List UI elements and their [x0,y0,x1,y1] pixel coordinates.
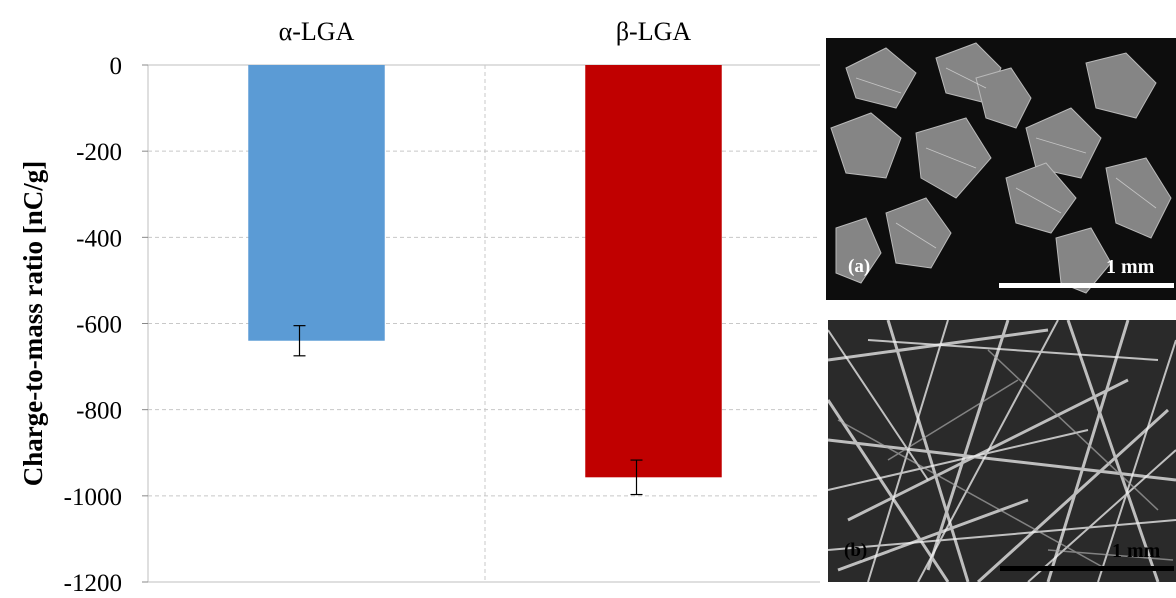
category-label: β-LGA [616,17,692,46]
y-tick-label: 0 [110,53,123,80]
scale-text-b: 1 mm [1112,540,1161,562]
beta-crystal-micrograph [828,320,1176,582]
scale-bar-a [999,283,1174,288]
y-tick-label: -400 [76,225,122,252]
y-tick-label: -600 [76,312,122,339]
sem-image-a: (a) 1 mm [826,38,1176,300]
y-tick-label: -800 [76,398,122,425]
alpha-crystal-micrograph [826,38,1176,300]
y-tick-label: -1000 [64,484,122,511]
bar-chart: 0 -200 -400 -600 -800 -1000 -1200 α-LGA β-LGA Cha… [18,17,820,597]
scale-text-a: 1 mm [1106,256,1155,278]
panel-label-b: (b) [844,540,868,561]
y-tick-label: -200 [76,139,122,166]
category-label: α-LGA [279,17,355,46]
y-tick-label: -1200 [64,570,122,597]
bar-beta [585,65,722,478]
panel-label-a: (a) [848,256,871,277]
scale-bar-b [1000,566,1174,571]
sem-image-b: (b) 1 mm [828,320,1176,582]
bar-alpha [248,65,385,341]
y-axis-title: Charge-to-mass ratio [nC/g] [18,161,48,486]
